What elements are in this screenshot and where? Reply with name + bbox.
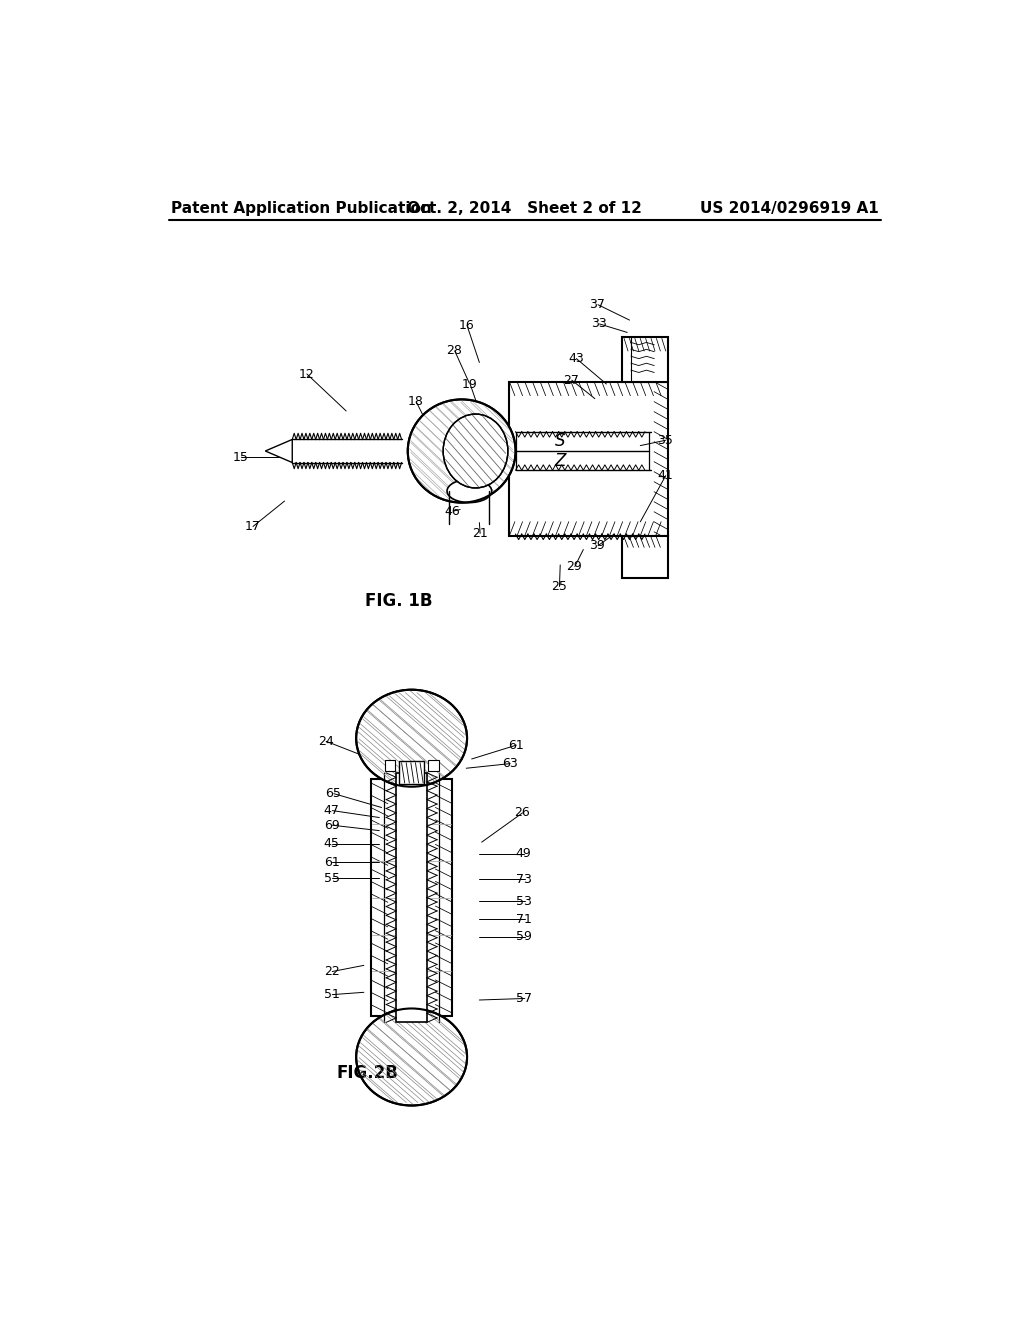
Text: 24: 24	[317, 735, 334, 748]
Text: 63: 63	[502, 758, 517, 770]
Text: 35: 35	[657, 434, 673, 446]
Bar	[509, 381, 668, 536]
Text: 57: 57	[516, 991, 532, 1005]
Text: 21: 21	[472, 527, 487, 540]
Bar	[622, 536, 668, 578]
Text: 17: 17	[245, 520, 260, 533]
Bar	[371, 779, 453, 1016]
Text: 26: 26	[514, 807, 529, 820]
Text: 41: 41	[657, 469, 673, 482]
Text: 47: 47	[324, 804, 340, 817]
Text: 69: 69	[324, 818, 340, 832]
Text: 59: 59	[516, 931, 532, 944]
Ellipse shape	[443, 414, 508, 488]
Text: 61: 61	[324, 855, 340, 869]
Text: 23: 23	[446, 441, 462, 454]
Text: 43: 43	[568, 352, 584, 366]
Text: 27: 27	[563, 374, 580, 387]
Text: 12: 12	[298, 367, 314, 380]
Text: 65: 65	[326, 787, 341, 800]
Bar	[396, 774, 427, 1022]
Text: 61: 61	[508, 739, 523, 751]
Text: 46: 46	[444, 504, 461, 517]
Ellipse shape	[408, 400, 515, 503]
Ellipse shape	[447, 479, 492, 503]
Text: 14: 14	[435, 482, 451, 495]
Text: 73: 73	[516, 873, 532, 886]
Text: 25: 25	[551, 579, 567, 593]
Bar	[385, 760, 395, 771]
Ellipse shape	[356, 689, 467, 787]
Text: 18: 18	[408, 395, 424, 408]
Text: Patent Application Publication: Patent Application Publication	[171, 201, 431, 216]
Ellipse shape	[356, 1008, 467, 1106]
Text: S: S	[555, 432, 565, 450]
Bar	[399, 762, 424, 784]
Text: 28: 28	[446, 345, 462, 358]
Text: 31: 31	[457, 408, 473, 421]
Text: Oct. 2, 2014   Sheet 2 of 12: Oct. 2, 2014 Sheet 2 of 12	[408, 201, 642, 216]
Text: 49: 49	[515, 847, 531, 861]
Text: 45: 45	[324, 837, 340, 850]
Text: 19: 19	[462, 378, 477, 391]
Text: FIG. 1B: FIG. 1B	[366, 593, 433, 610]
Text: 51: 51	[324, 989, 340, 1001]
Text: 37: 37	[590, 298, 605, 312]
Bar	[622, 337, 668, 381]
Text: 55: 55	[324, 871, 340, 884]
Text: 39: 39	[590, 539, 605, 552]
Text: 16: 16	[459, 319, 474, 333]
Text: US 2014/0296919 A1: US 2014/0296919 A1	[700, 201, 879, 216]
Text: 15: 15	[232, 450, 248, 463]
Text: FIG.2B: FIG.2B	[337, 1064, 398, 1082]
Polygon shape	[265, 440, 292, 462]
Text: 53: 53	[516, 895, 532, 908]
Text: 71: 71	[516, 912, 532, 925]
Text: 22: 22	[324, 965, 340, 978]
Text: 29: 29	[566, 560, 582, 573]
Text: Z: Z	[555, 451, 566, 470]
Bar	[428, 760, 438, 771]
Text: 33: 33	[591, 317, 607, 330]
